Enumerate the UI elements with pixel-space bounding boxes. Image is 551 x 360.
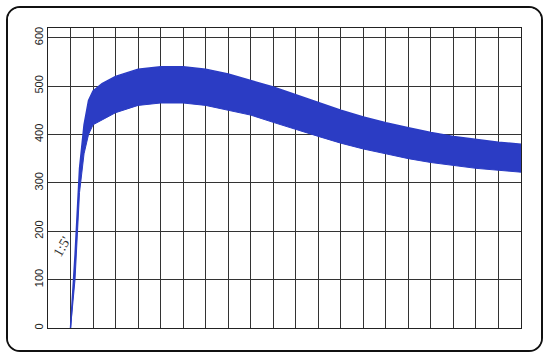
svg-text:500: 500 [33, 75, 45, 93]
svg-text:0: 0 [33, 323, 45, 329]
svg-text:400: 400 [33, 124, 45, 142]
svg-text:1:5': 1:5' [50, 234, 73, 259]
svg-text:600: 600 [33, 27, 45, 45]
svg-text:300: 300 [33, 172, 45, 190]
svg-text:100: 100 [33, 269, 45, 287]
svg-text:200: 200 [33, 220, 45, 238]
